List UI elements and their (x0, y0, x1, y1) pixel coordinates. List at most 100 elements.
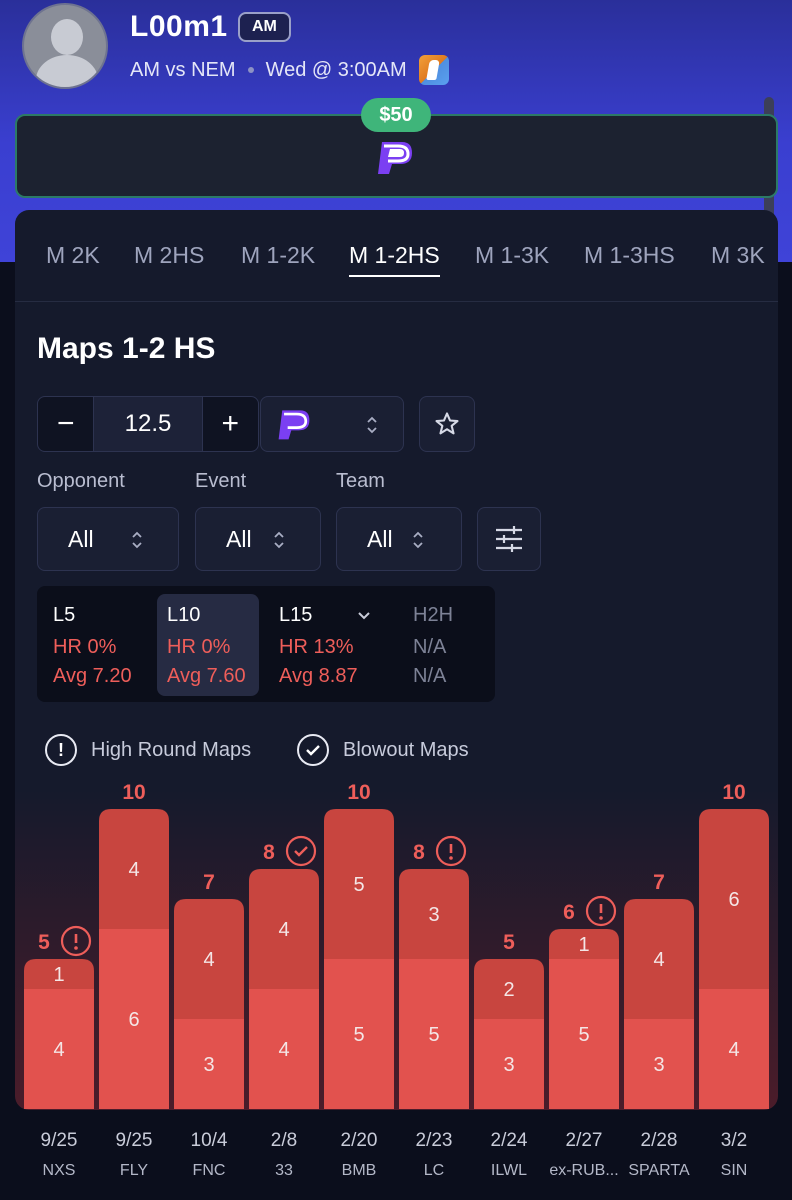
section-title: Maps 1-2 HS (37, 332, 216, 365)
stat-average: Avg 7.60 (167, 665, 246, 687)
stat-hit-rate: HR 0% (53, 636, 117, 658)
bar-group[interactable]: 4 4 8 (249, 835, 319, 1109)
stats-summary: L5 HR 0% Avg 7.20 L10 HR 0% Avg 7.60 L15… (37, 586, 495, 702)
event-select-value: All (226, 526, 252, 552)
tab-m-2k[interactable]: M 2K (46, 242, 100, 268)
stat-label: L15 (279, 604, 313, 626)
stat-hit-rate: N/A (413, 636, 447, 658)
stat-l10[interactable]: L10 HR 0% Avg 7.60 (157, 594, 259, 696)
bar-total-label: 10 (347, 781, 370, 804)
x-date-label: 2/23 (415, 1130, 453, 1151)
bar-total-label: 10 (122, 781, 145, 804)
legend-blowout-label: Blowout Maps (343, 738, 469, 761)
favorite-button[interactable] (419, 396, 475, 452)
tab-m-1-3k[interactable]: M 1-3K (475, 242, 550, 268)
segment-label-bottom: 5 (353, 1024, 364, 1046)
bar-segment-bottom (99, 929, 169, 1109)
advanced-filters-button[interactable] (477, 507, 541, 571)
bar-total-label: 7 (653, 871, 665, 894)
tab-m-1-3hs[interactable]: M 1-3HS (584, 242, 675, 268)
segment-label-bottom: 5 (578, 1024, 589, 1046)
event-select[interactable]: All (195, 507, 321, 571)
team-select[interactable]: All (336, 507, 462, 571)
sliders-icon (496, 526, 522, 552)
stat-hit-rate: HR 0% (167, 636, 231, 658)
stat-l15[interactable]: L15 HR 13% Avg 8.87 (269, 594, 399, 696)
filter-label-team: Team (336, 470, 385, 492)
opponent-select[interactable]: All (37, 507, 179, 571)
x-date-label: 9/25 (40, 1130, 78, 1151)
segment-label-top: 4 (653, 949, 664, 971)
bar-group[interactable]: 4 3 7 (624, 871, 694, 1109)
bar-group[interactable]: 4 6 10 (99, 781, 169, 1109)
high-round-marker-icon (60, 925, 92, 957)
stat-l5[interactable]: L5 HR 0% Avg 7.20 (43, 594, 155, 696)
bar-segment-bottom (699, 989, 769, 1109)
line-stepper: − 12.5 + (37, 396, 259, 452)
tab-m-1-2hs[interactable]: M 1-2HS (349, 242, 440, 277)
segment-label-bottom: 4 (53, 1039, 64, 1061)
counter-strike-icon (418, 55, 449, 85)
chevron-updown-icon (367, 416, 377, 434)
bar-segment-bottom (399, 959, 469, 1109)
bar-group[interactable]: 1 5 6 (549, 895, 619, 1109)
legend-high-round[interactable]: ! High Round Maps (45, 734, 251, 766)
chevron-down-icon[interactable] (356, 610, 372, 622)
bar-segment-top (474, 959, 544, 1019)
x-opponent-label: LC (423, 1162, 445, 1179)
stat-tabs: M 2K M 2HS M 1-2K M 1-2HS M 1-3K M 1-3HS… (15, 210, 778, 302)
bar-group[interactable]: 2 3 5 (474, 931, 544, 1109)
prizepicks-logo-icon (278, 410, 310, 440)
bar-segment-top (624, 899, 694, 1019)
bar-group[interactable]: 4 3 7 (174, 871, 244, 1109)
bar-segment-top (99, 809, 169, 929)
bar-group[interactable]: 5 5 10 (324, 781, 394, 1109)
bar-total-label: 7 (203, 871, 215, 894)
prizepicks-logo-icon (378, 142, 412, 174)
tab-m-1-2k[interactable]: M 1-2K (241, 242, 316, 268)
segment-label-bottom: 4 (278, 1039, 289, 1061)
chevron-updown-icon (132, 531, 142, 549)
segment-label-bottom: 3 (203, 1054, 214, 1076)
segment-label-bottom: 5 (428, 1024, 439, 1046)
match-time: Wed @ 3:00AM (265, 58, 407, 81)
money-badge: $50 (361, 98, 431, 132)
stats-card: M 2K M 2HS M 1-2K M 1-2HS M 1-3K M 1-3HS… (15, 210, 778, 1110)
segment-label-bottom: 6 (128, 1009, 139, 1031)
segment-label-top: 1 (578, 934, 589, 956)
team-select-value: All (367, 526, 393, 552)
book-select[interactable] (260, 396, 404, 452)
check-circle-icon (297, 734, 329, 766)
segment-label-bottom: 3 (653, 1054, 664, 1076)
alert-dot (599, 916, 603, 920)
tab-m-2hs[interactable]: M 2HS (134, 242, 205, 268)
x-opponent-label: FNC (192, 1162, 226, 1179)
stat-hit-rate: HR 13% (279, 636, 354, 658)
high-round-marker-icon (585, 895, 617, 927)
line-value[interactable]: 12.5 (93, 397, 203, 451)
bar-segment-bottom (174, 1019, 244, 1109)
team-badge: AM (238, 12, 291, 42)
stat-h2h[interactable]: H2H N/A N/A (403, 594, 489, 696)
decrement-button[interactable]: − (56, 407, 75, 440)
segment-label-top: 3 (428, 904, 439, 926)
stat-average: Avg 8.87 (279, 665, 358, 687)
segment-label-bottom: 3 (503, 1054, 514, 1076)
stat-label: H2H (413, 604, 454, 626)
x-opponent-label: BMB (341, 1162, 377, 1179)
x-date-label: 2/24 (490, 1130, 528, 1151)
separator-dot (247, 67, 254, 73)
tab-m-3k[interactable]: M 3K (711, 242, 765, 268)
alert-circle-icon: ! (45, 734, 77, 766)
bar-group[interactable]: 1 4 5 (24, 925, 94, 1109)
segment-label-top: 6 (728, 889, 739, 911)
star-icon (435, 412, 459, 435)
bar-group[interactable]: 3 5 8 (399, 835, 469, 1109)
stat-average: Avg 7.20 (53, 665, 132, 687)
bar-segment-bottom (249, 989, 319, 1109)
x-opponent-label: NXS (42, 1162, 76, 1179)
increment-button[interactable]: + (221, 407, 239, 440)
legend-blowout[interactable]: Blowout Maps (297, 734, 469, 766)
x-opponent-label: 33 (275, 1162, 293, 1179)
bar-group[interactable]: 6 4 10 (699, 781, 769, 1109)
